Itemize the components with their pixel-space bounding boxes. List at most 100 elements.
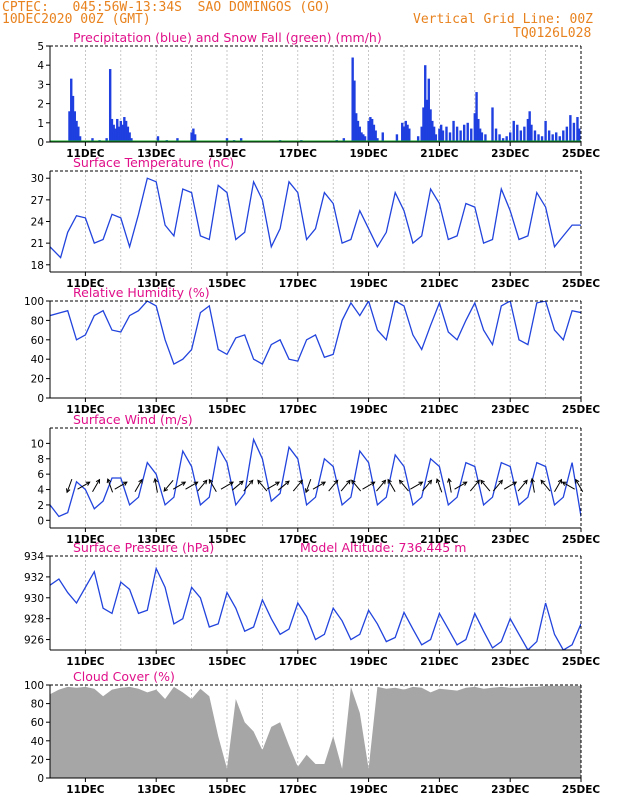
precip-bar	[176, 138, 179, 142]
wind-arrow	[172, 481, 187, 490]
wind-arrow	[503, 481, 518, 490]
wind-arrow	[362, 481, 376, 490]
y-tick-label: 928	[24, 614, 44, 626]
precip-bar	[73, 111, 76, 142]
y-tick-label: 18	[31, 260, 44, 272]
precip-bar	[402, 126, 406, 142]
y-tick-label: 10	[31, 438, 44, 450]
precip-bar	[358, 126, 361, 142]
precip-bar	[555, 132, 558, 142]
precip-bar	[424, 65, 427, 142]
precip-bar	[445, 126, 448, 142]
precip-bar	[128, 132, 131, 142]
x-tick-label: 25DEC	[562, 784, 601, 796]
panel-6: 0 20 40 60 80 100 11DEC 13DEC 15DEC 17DEC 19DEC 21D…	[24, 669, 600, 796]
y-tick-label: 60	[31, 335, 44, 347]
wind-arrow	[422, 479, 433, 492]
x-tick-label: 25DEC	[562, 534, 601, 546]
x-tick-label: 17DEC	[279, 656, 318, 668]
precip-bar	[420, 126, 423, 142]
y-tick-label: 0	[37, 773, 44, 785]
wind-arrow	[517, 479, 528, 492]
y-tick-label: 24	[31, 217, 45, 229]
precip-bar	[427, 78, 430, 142]
precip-bar	[68, 111, 71, 142]
x-tick-label: 19DEC	[349, 278, 388, 290]
precip-bar	[452, 120, 455, 142]
precip-bar	[130, 138, 133, 142]
precip-bar	[466, 122, 469, 142]
precip-bar	[123, 117, 126, 142]
series-line	[50, 177, 581, 259]
x-tick-label: 17DEC	[279, 404, 318, 416]
wind-arrow	[480, 479, 491, 492]
y-tick-label: 4	[37, 485, 44, 497]
precip-bar	[116, 118, 119, 142]
precip-bar	[119, 120, 122, 142]
precip-bar	[401, 122, 404, 142]
station-header: CPTEC: 045:56W-13:34S SAO DOMINGOS (GO)	[2, 0, 331, 15]
precip-bar	[432, 126, 436, 142]
x-tick-label: 17DEC	[279, 534, 318, 546]
x-tick-label: 21DEC	[420, 656, 459, 668]
panel-3: 0 20 40 60 80 100 11DEC 13DEC 15DEC 17DEC 19DEC 21D…	[24, 285, 600, 416]
precip-bar	[356, 120, 360, 142]
wind-arrow	[114, 481, 128, 490]
x-tick-label: 17DEC	[279, 784, 318, 796]
precip-bar	[362, 134, 365, 142]
precip-bar	[156, 136, 160, 142]
wind-arrow	[197, 479, 208, 492]
x-tick-label: 13DEC	[137, 278, 176, 290]
panel-1: 0 1 2 3 4 5 11DEC 13DEC 15DEC 17DEC 19DEC 21DEC 23DE…	[37, 30, 600, 160]
panel-title: Surface Pressure (hPa)	[73, 540, 214, 555]
precip-bar	[353, 80, 356, 142]
wind-arrow	[208, 478, 217, 493]
x-tick-label: 17DEC	[279, 278, 318, 290]
series-line	[50, 566, 581, 650]
precip-bar	[108, 69, 112, 142]
wind-arrow	[304, 478, 312, 494]
precip-bar	[480, 132, 484, 142]
precip-bar	[425, 99, 429, 142]
precip-bar	[429, 109, 432, 142]
panel-4: 0 2 4 6 8 10 11DEC 13DEC 15DEC 17DEC 19DEC 21DEC 23D…	[31, 412, 601, 546]
precip-bar	[439, 124, 443, 142]
y-tick-label: 60	[31, 717, 44, 729]
y-tick-label: 932	[24, 572, 44, 584]
wind-arrow	[575, 478, 584, 493]
y-tick-label: 40	[31, 736, 44, 748]
precip-bar	[75, 120, 78, 142]
precip-bar	[565, 126, 569, 142]
precip-bar	[459, 130, 462, 142]
precip-bar	[239, 138, 243, 142]
precip-bar	[376, 138, 379, 142]
y-tick-label: 100	[24, 296, 44, 308]
y-tick-label: 930	[24, 593, 44, 605]
precip-bar	[551, 134, 554, 142]
x-tick-label: 15DEC	[208, 148, 247, 160]
x-tick-label: 19DEC	[349, 534, 388, 546]
wind-arrow	[554, 478, 563, 493]
x-tick-label: 11DEC	[66, 278, 105, 290]
precip-bar	[526, 118, 530, 142]
wind-arrow	[92, 478, 101, 493]
wind-arrow	[540, 479, 551, 492]
precip-bar	[470, 128, 473, 142]
wind-arrow	[530, 477, 535, 493]
precip-bar	[372, 124, 376, 142]
y-tick-label: 6	[37, 469, 44, 481]
wind-arrow	[312, 481, 327, 490]
precip-bar	[547, 130, 551, 142]
precip-bar	[475, 92, 478, 142]
x-tick-label: 17DEC	[279, 148, 318, 160]
precip-bar	[519, 130, 523, 142]
precip-bar	[533, 130, 537, 142]
precip-bar	[431, 120, 434, 142]
precip-bar	[408, 128, 411, 142]
x-tick-label: 15DEC	[208, 784, 247, 796]
wind-arrow	[77, 481, 91, 490]
panel-2: 18 21 24 27 30 11DEC 13DEC 15DEC 17DEC 19DEC 21DEC…	[31, 155, 601, 290]
precip-bar	[404, 120, 407, 142]
precip-bar	[540, 136, 544, 142]
wind-arrow	[410, 481, 424, 490]
